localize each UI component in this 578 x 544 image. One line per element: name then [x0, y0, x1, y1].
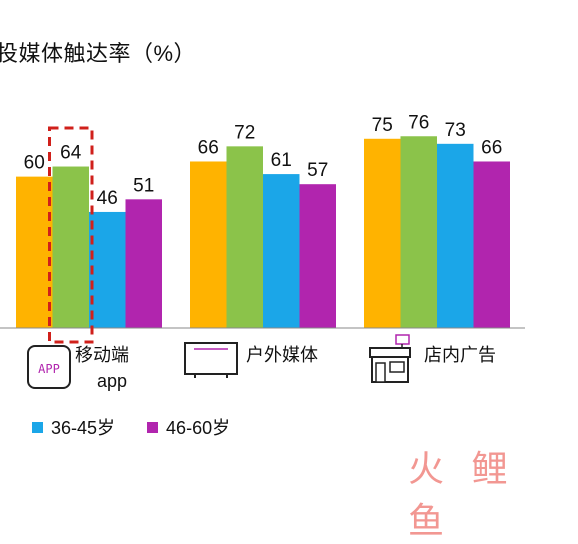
tv-screen-icon — [184, 342, 238, 378]
legend-item: 46-60岁 — [147, 414, 230, 440]
watermark-logo: 火 鲤 鱼 — [408, 449, 516, 542]
category-label: app — [97, 371, 127, 391]
data-label: 64 — [60, 143, 82, 164]
bar — [364, 138, 401, 328]
bar — [299, 184, 336, 328]
bar — [263, 174, 300, 328]
category-label: 移动端 — [75, 345, 129, 365]
legend-swatch — [147, 421, 159, 433]
app-icon-text: APP — [38, 362, 60, 376]
legend-label: 36-45岁 — [51, 418, 116, 438]
bar — [437, 143, 474, 328]
data-label: 57 — [307, 160, 328, 181]
storefront-icon — [369, 334, 411, 383]
data-label: 46 — [97, 188, 118, 209]
legend-item: 36-45岁 — [32, 414, 115, 440]
category-label: 店内广告 — [424, 345, 496, 365]
chart-title: 投媒体触达率（%） — [0, 41, 197, 66]
data-label: 66 — [198, 137, 219, 158]
bar — [190, 161, 227, 328]
bar — [125, 199, 162, 328]
bar — [89, 211, 126, 328]
data-label: 66 — [481, 137, 502, 158]
highlight-box — [48, 126, 94, 344]
bar — [473, 161, 510, 328]
bar — [400, 136, 437, 328]
data-label: 72 — [234, 122, 255, 143]
app-icon: APP — [27, 345, 71, 389]
data-label: 51 — [133, 175, 154, 196]
bar — [52, 166, 89, 328]
data-label: 60 — [24, 153, 45, 174]
data-label: 76 — [408, 112, 429, 133]
bar — [16, 176, 53, 328]
data-label: 73 — [445, 120, 466, 141]
data-label: 61 — [271, 150, 292, 171]
bar — [226, 146, 263, 328]
chart-plot: 60 64 46 51 移动端 app 66 72 61 57 户外媒体 75 76 73 66 店内广告 A… — [0, 112, 525, 391]
legend: 36-45岁 46-60岁 — [0, 414, 262, 440]
legend-swatch — [32, 421, 43, 433]
category-label: 户外媒体 — [246, 345, 318, 365]
data-label: 75 — [372, 115, 393, 136]
legend-label: 46-60岁 — [166, 418, 231, 438]
